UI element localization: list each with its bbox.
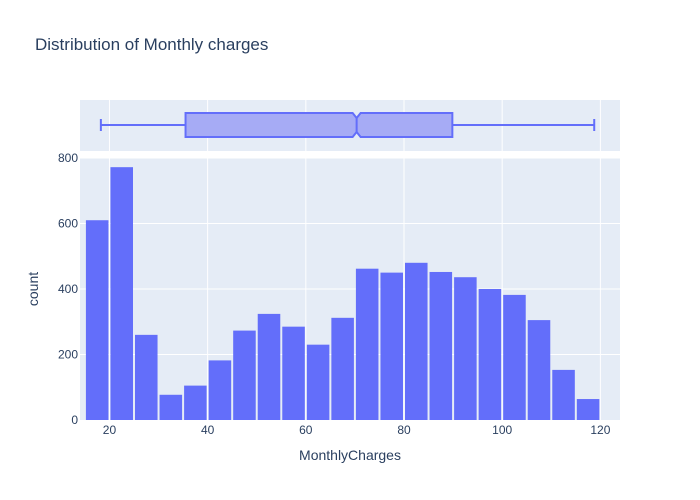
histogram-bar [209,360,232,420]
histogram-bar [405,263,428,420]
histogram-bar [86,220,109,420]
histogram-bar [479,289,502,420]
histogram-bar [552,370,575,420]
box-plot-panel [80,100,620,151]
x-tick-label: 40 [201,423,215,437]
histogram-bar [380,273,403,420]
y-tick-label: 0 [71,413,78,427]
histogram-bar [160,395,183,420]
y-tick-label: 400 [58,282,78,296]
histogram-bar [577,399,600,420]
histogram-bar [282,327,305,420]
x-axis-ticks: 20 40 60 80 100 120 [103,423,611,437]
y-axis-title: count [25,272,41,306]
histogram-bar [135,335,158,420]
histogram-bar [430,272,453,420]
histogram-bar [307,345,330,420]
x-tick-label: 60 [299,423,313,437]
x-axis-title: MonthlyCharges [299,447,401,463]
x-tick-label: 80 [397,423,411,437]
histogram-bar [331,318,354,420]
histogram-bar [503,295,526,420]
histogram-bar [528,320,551,420]
x-tick-label: 100 [492,423,512,437]
chart-title: Distribution of Monthly charges [35,35,268,54]
histogram-bar [233,331,256,420]
y-tick-label: 800 [58,151,78,165]
histogram-bar [356,269,379,420]
box-iqr [186,113,453,137]
histogram-bar [184,386,207,420]
y-tick-label: 600 [58,217,78,231]
histogram-bar [454,277,477,420]
x-tick-label: 120 [590,423,610,437]
histogram-bar [258,314,281,420]
y-axis-ticks: 0 200 400 600 800 [58,151,78,427]
histogram-panel [80,158,620,420]
y-tick-label: 200 [58,348,78,362]
histogram-bar [110,167,133,420]
x-tick-label: 20 [103,423,117,437]
